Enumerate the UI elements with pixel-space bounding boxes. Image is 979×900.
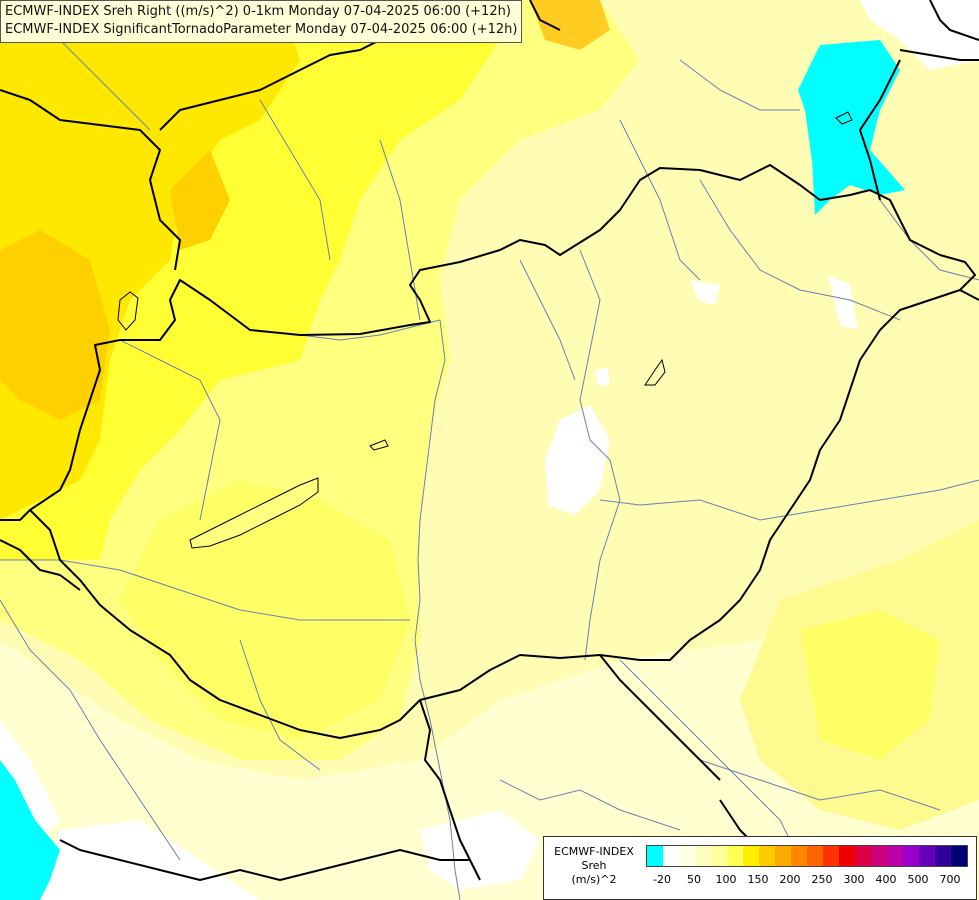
map-header: ECMWF-INDEX Sreh Right ((m/s)^2) 0-1km M… [0, 0, 523, 43]
legend-tick-200: 200 [779, 873, 801, 886]
legend-swatch-2 [679, 846, 695, 866]
lake-small [369, 439, 389, 451]
legend-title-line-3: (m/s)^2 [571, 873, 617, 886]
color-legend: ECMWF-INDEX Sreh (m/s)^2 -20 50 100 150 200 2… [543, 836, 977, 900]
legend-swatch-11 [823, 846, 839, 866]
field-white-hole-south2 [420, 810, 540, 890]
legend-swatch-10 [807, 846, 823, 866]
legend-tick-300: 300 [843, 873, 865, 886]
legend-swatch-6 [743, 846, 759, 866]
legend-swatch-3 [695, 846, 711, 866]
field-white-hole-top [860, 0, 979, 70]
field-cyan-northeast [798, 40, 905, 215]
legend-tick-100: 100 [715, 873, 737, 886]
legend-swatches [646, 845, 968, 867]
legend-tick--20: -20 [653, 873, 671, 886]
legend-swatch-16 [903, 846, 919, 866]
lake-neusiedl [117, 291, 139, 331]
legend-swatch-18 [935, 846, 951, 866]
field-orange-top [530, 0, 610, 50]
legend-swatch-15 [887, 846, 903, 866]
legend-swatch-7 [759, 846, 775, 866]
field-cyan-southwest [0, 760, 60, 900]
field-white-hole-south [40, 820, 260, 900]
legend-swatch-0 [647, 846, 663, 866]
lake-balaton [189, 477, 319, 549]
legend-tick-150: 150 [747, 873, 769, 886]
field-east-strong [800, 610, 940, 760]
legend-swatch-9 [791, 846, 807, 866]
legend-title: ECMWF-INDEX Sreh (m/s)^2 [544, 845, 644, 887]
legend-swatch-4 [711, 846, 727, 866]
legend-swatch-1 [663, 846, 679, 866]
legend-tick-400: 400 [875, 873, 897, 886]
legend-swatch-5 [727, 846, 743, 866]
legend-swatch-14 [871, 846, 887, 866]
legend-swatch-17 [919, 846, 935, 866]
legend-swatch-13 [855, 846, 871, 866]
legend-tick-250: 250 [811, 873, 833, 886]
header-line-2: ECMWF-INDEX SignificantTornadoParameter … [5, 22, 518, 37]
lake-north-east [835, 111, 853, 125]
field-orange-west [0, 230, 110, 420]
legend-swatch-12 [839, 846, 855, 866]
legend-tick-500: 500 [907, 873, 929, 886]
legend-title-line-2: Sreh [581, 859, 607, 872]
rivers [0, 19, 979, 900]
field-white-hole-north [690, 280, 720, 305]
field-white-hole-small [595, 368, 610, 386]
legend-tick-700: 700 [939, 873, 961, 886]
legend-title-line-1: ECMWF-INDEX [554, 845, 634, 858]
header-line-1: ECMWF-INDEX Sreh Right ((m/s)^2) 0-1km M… [5, 4, 511, 19]
lake-tisza [644, 358, 666, 386]
field-orange-north [170, 150, 230, 250]
legend-swatch-19 [951, 846, 967, 866]
field-white-hole-east [828, 275, 858, 330]
field-white-hole-center [545, 405, 610, 515]
legend-tick-50: 50 [687, 873, 701, 886]
legend-swatch-8 [775, 846, 791, 866]
legend-ticks: -20 50 100 150 200 250 300 400 500 700 [646, 873, 976, 887]
